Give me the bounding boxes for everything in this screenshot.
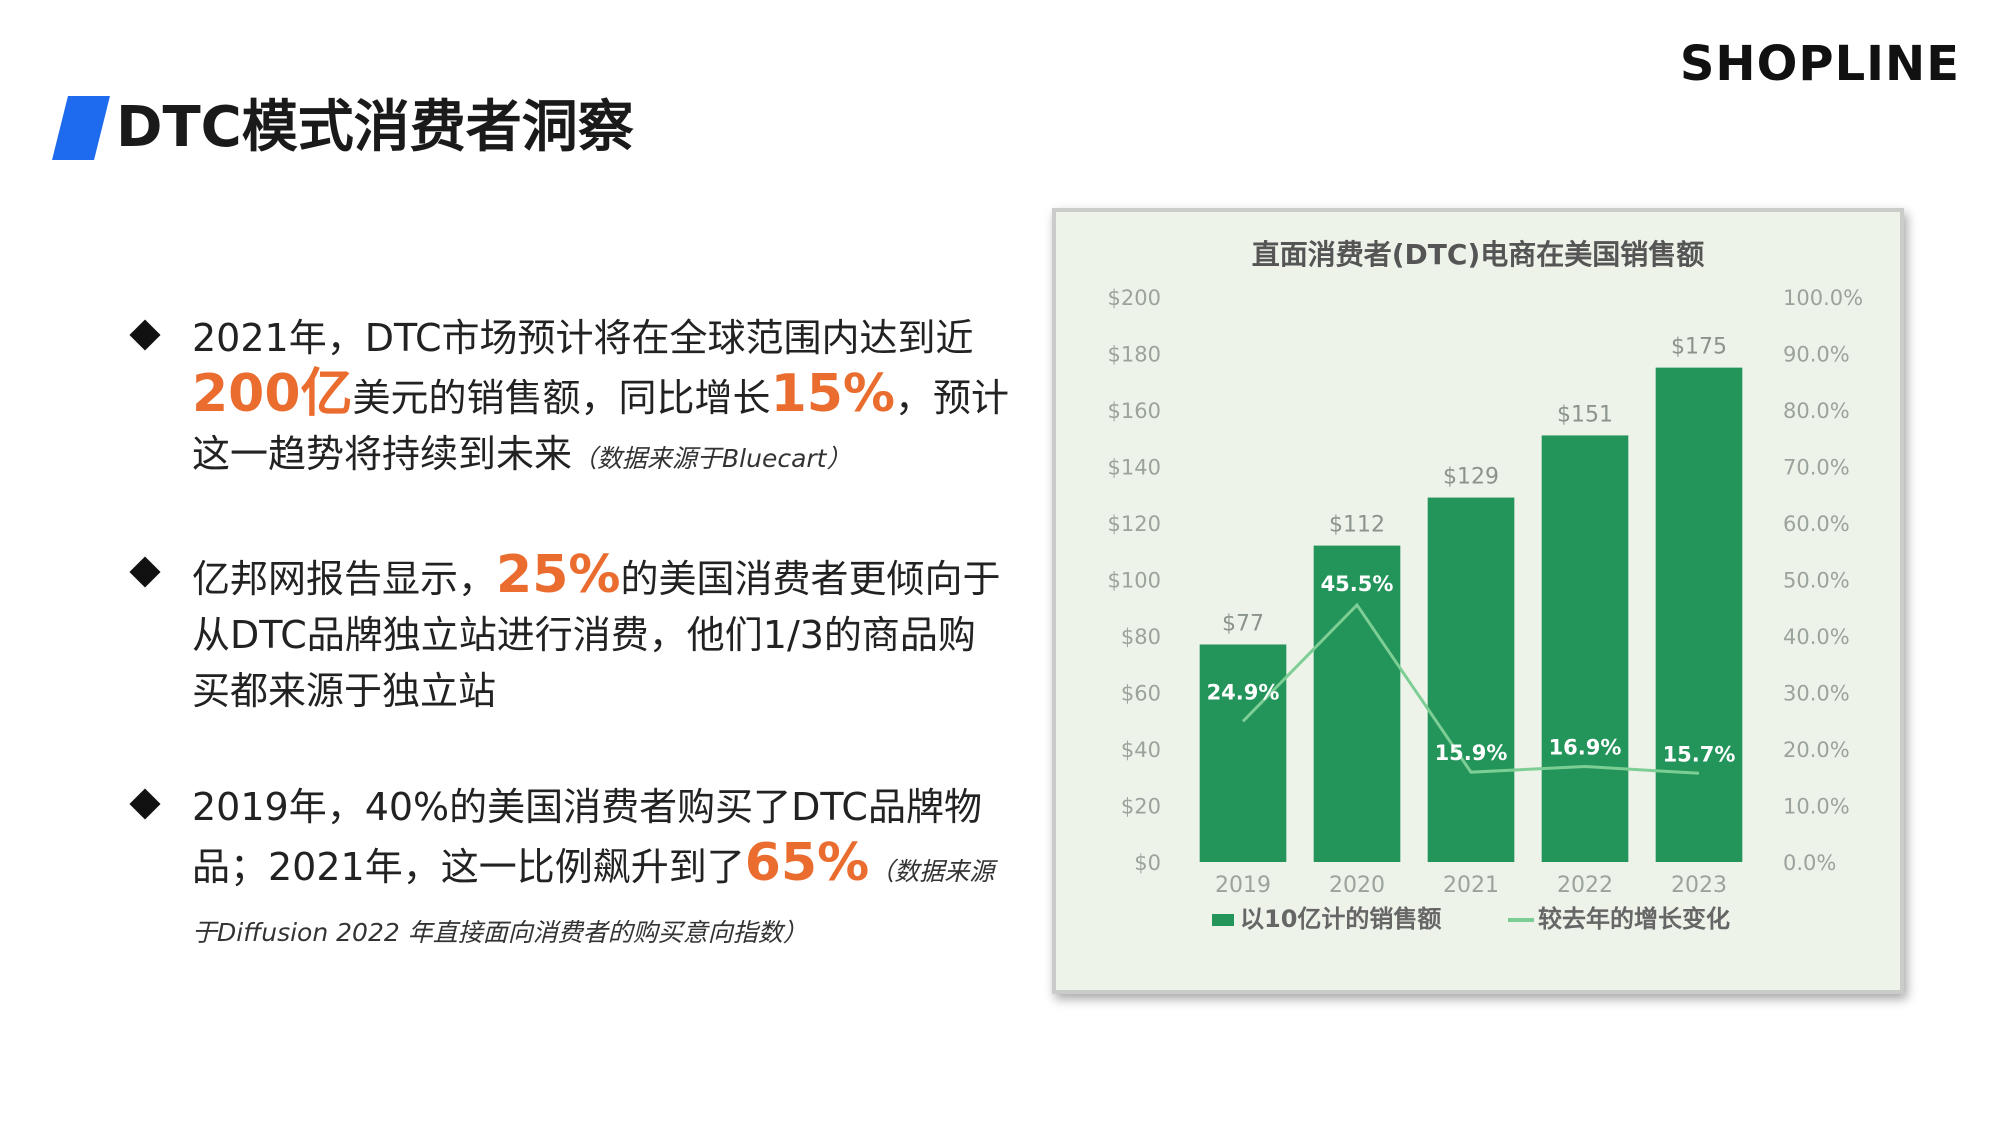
y-right-tick-label: 10.0% xyxy=(1783,795,1850,819)
bullet-list: 2021年，DTC市场预计将在全球范围内达到近200亿美元的销售额，同比增长15… xyxy=(129,310,1012,1021)
y-right-tick-label: 90.0% xyxy=(1783,343,1850,367)
source-note: （数据来源于Diffusion 2022 年直接面向消费者的购买意向指数） xyxy=(192,857,995,947)
legend-line-label: 较去年的增长变化 xyxy=(1538,905,1730,933)
y-left-tick-label: $140 xyxy=(1108,456,1161,480)
bullet-text: 美元的销售额，同比增长 xyxy=(352,376,771,420)
diamond-bullet-icon xyxy=(129,319,161,351)
brand-logo: SHOPLINE xyxy=(1679,36,1960,92)
y-left-tick-label: $80 xyxy=(1121,625,1161,649)
sales-chart: 直面消费者(DTC)电商在美国销售额 $0 $20 $40 $60 $80 $100 $120… xyxy=(1108,238,1864,933)
y-right-tick-label: 80.0% xyxy=(1783,399,1850,423)
y-right-tick-label: 70.0% xyxy=(1783,456,1850,480)
bullet-text: 的美国消费者更倾向于从DTC品牌独立站进行消费，他们1/3的商品购买都来源于独立… xyxy=(192,557,1001,713)
bar-value-label: $77 xyxy=(1222,611,1264,636)
page-title: DTC模式消费者洞察 xyxy=(116,95,634,160)
y-right-tick-label: 60.0% xyxy=(1783,512,1850,536)
x-tick-label: 2022 xyxy=(1557,873,1613,898)
bar-2020 xyxy=(1313,545,1401,862)
bullet-text: 2019年，40%的美国消费者购买了DTC品牌物品；2021年，这一比例飙升到了 xyxy=(192,785,982,889)
y-left-tick-label: $160 xyxy=(1108,399,1161,423)
growth-value-label: 16.9% xyxy=(1549,736,1622,760)
y-right-tick-label: 0.0% xyxy=(1783,851,1836,875)
y-left-tick-label: $40 xyxy=(1121,738,1161,762)
bullet-item-dtc-market: 2021年，DTC市场预计将在全球范围内达到近200亿美元的销售额，同比增长15… xyxy=(129,310,1012,487)
bar-2019 xyxy=(1199,644,1287,862)
diamond-bullet-icon xyxy=(129,788,161,820)
bar-2021 xyxy=(1427,497,1515,862)
bullet-item-ebrun-report: 亿邦网报告显示，25%的美国消费者更倾向于从DTC品牌独立站进行消费，他们1/3… xyxy=(129,545,1012,719)
bar-value-label: $175 xyxy=(1671,335,1727,360)
y-left-tick-label: $20 xyxy=(1121,795,1161,819)
y-left-tick-label: $0 xyxy=(1134,851,1161,875)
bar-value-label: $129 xyxy=(1443,465,1499,490)
y-left-tick-label: $100 xyxy=(1108,569,1161,593)
bullet-text: 亿邦网报告显示， xyxy=(192,557,497,601)
chart-title: 直面消费者(DTC)电商在美国销售额 xyxy=(1252,238,1705,271)
source-note: （数据来源于Bluecart） xyxy=(572,444,852,473)
y-left-tick-label: $120 xyxy=(1108,512,1161,536)
x-tick-label: 2020 xyxy=(1329,873,1385,898)
highlight-value: 65% xyxy=(744,833,870,893)
bar-2023 xyxy=(1655,367,1743,862)
legend-bar-label: 以10亿计的销售额 xyxy=(1240,905,1441,933)
growth-value-label: 15.9% xyxy=(1435,741,1508,765)
growth-value-label: 24.9% xyxy=(1207,680,1280,704)
y-right-tick-label: 40.0% xyxy=(1783,625,1850,649)
y-left-tick-label: $200 xyxy=(1108,286,1161,310)
growth-value-label: 15.7% xyxy=(1663,742,1736,766)
bullet-text: 2021年，DTC市场预计将在全球范围内达到近 xyxy=(192,316,974,360)
y-right-tick-label: 30.0% xyxy=(1783,682,1850,706)
x-tick-label: 2021 xyxy=(1443,873,1499,898)
bar-value-label: $112 xyxy=(1329,513,1385,538)
x-tick-label: 2023 xyxy=(1671,873,1727,898)
y-right-tick-label: 100.0% xyxy=(1783,286,1863,310)
highlight-value: 200亿 xyxy=(192,364,353,424)
y-right-tick-label: 20.0% xyxy=(1783,738,1850,762)
bar-value-label: $151 xyxy=(1557,402,1613,427)
highlight-value: 25% xyxy=(496,545,621,605)
growth-line xyxy=(1241,602,1700,775)
bullet-text: ，预计这一趋势将持续到未来 xyxy=(192,376,1010,476)
y-left-tick-label: $60 xyxy=(1121,682,1161,706)
growth-value-label: 45.5% xyxy=(1321,572,1394,596)
chart-panel: 直面消费者(DTC)电商在美国销售额 $0 $20 $40 $60 $80 $100 $120… xyxy=(1052,208,1904,994)
bullet-item-us-consumers: 2019年，40%的美国消费者购买了DTC品牌物品；2021年，这一比例飙升到了… xyxy=(129,779,1012,961)
highlight-value: 15% xyxy=(770,364,896,424)
y-right-tick-label: 50.0% xyxy=(1783,569,1850,593)
title-accent-bar xyxy=(52,96,110,160)
legend-bar-swatch xyxy=(1212,914,1234,926)
y-left-tick-label: $180 xyxy=(1108,343,1161,367)
x-tick-label: 2019 xyxy=(1215,873,1271,898)
bar-2022 xyxy=(1541,435,1629,862)
diamond-bullet-icon xyxy=(129,556,161,588)
